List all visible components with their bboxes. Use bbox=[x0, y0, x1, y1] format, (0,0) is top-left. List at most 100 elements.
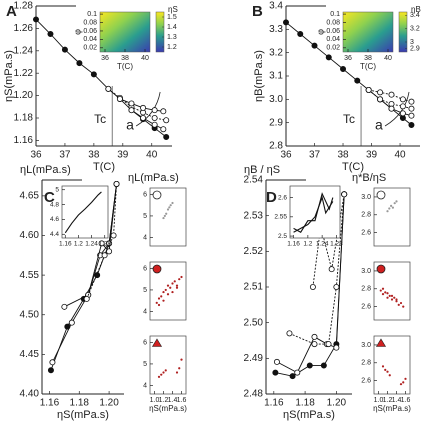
data-point bbox=[151, 121, 158, 128]
data-point bbox=[408, 122, 415, 129]
x-tick-label: 1.16 bbox=[59, 241, 72, 248]
data-point bbox=[311, 333, 318, 340]
x-axis-label: T(C) bbox=[93, 161, 115, 173]
y-tick-label: 4 bbox=[143, 234, 147, 241]
colorbar-tick-label: 3 bbox=[410, 39, 414, 46]
data-point bbox=[390, 298, 394, 301]
symbol-icon bbox=[152, 190, 162, 200]
x-tick-label: 37 bbox=[59, 150, 71, 161]
data-point bbox=[178, 367, 181, 370]
y-tick-label: 5 bbox=[143, 287, 147, 294]
y-tick-label: 5 bbox=[143, 361, 147, 368]
heatmap-image bbox=[99, 11, 151, 53]
y-tick-label: 3.0 bbox=[361, 194, 371, 201]
data-point bbox=[116, 95, 123, 102]
data-point bbox=[333, 283, 340, 290]
x-tick-label: 1.2 bbox=[303, 241, 312, 248]
data-point bbox=[110, 232, 117, 239]
colorbar-tick-label: 1.3 bbox=[167, 34, 177, 41]
y-tick-label: 2.5 bbox=[278, 233, 287, 240]
data-point bbox=[377, 96, 384, 103]
y-tick-label: 0.04 bbox=[83, 36, 97, 43]
y-axis-label: η*B/ηS bbox=[352, 172, 386, 184]
data-point bbox=[164, 369, 167, 372]
data-point bbox=[402, 381, 405, 384]
data-point bbox=[408, 105, 415, 112]
x-tick-label: 36 bbox=[101, 55, 109, 62]
y-tick-label: 4.4 bbox=[50, 231, 59, 238]
data-point bbox=[178, 278, 181, 281]
data-point bbox=[395, 298, 398, 301]
x-axis-label: T(C) bbox=[342, 161, 364, 173]
data-point bbox=[169, 204, 172, 207]
y-tick-label: 0.08 bbox=[326, 19, 340, 26]
data-point bbox=[166, 284, 170, 287]
data-point bbox=[384, 368, 387, 372]
y-tick-label: 2.8 bbox=[361, 212, 371, 219]
data-point bbox=[94, 272, 101, 279]
data-point bbox=[49, 359, 56, 366]
x-tick-label: 40 bbox=[384, 55, 392, 62]
y-tick-label: 3.3 bbox=[269, 24, 283, 35]
colorbar-label: ηS bbox=[168, 5, 178, 14]
data-point bbox=[386, 296, 389, 299]
data-point bbox=[105, 85, 112, 92]
x-tick-label: 40 bbox=[394, 150, 406, 161]
x-tick-label: 38 bbox=[121, 55, 129, 62]
x-tick-label: 1.24 bbox=[85, 241, 98, 248]
colorbar-tick-label: 1.4 bbox=[167, 24, 177, 31]
y-axis-label: φ bbox=[72, 29, 82, 35]
y-tick-label: 2.6 bbox=[361, 229, 371, 236]
y-tick-label: 2.51 bbox=[244, 282, 264, 293]
x-axis-label: ηS(mPa.s) bbox=[283, 409, 335, 421]
data-point bbox=[354, 77, 361, 84]
data-point bbox=[393, 296, 396, 299]
data-point bbox=[168, 206, 171, 209]
panel-label: A bbox=[6, 3, 17, 20]
data-point bbox=[128, 107, 135, 114]
data-point bbox=[390, 204, 393, 207]
x-tick-label: 1.20 bbox=[99, 398, 119, 409]
axes-frame bbox=[61, 185, 109, 239]
data-point bbox=[175, 371, 179, 374]
y-tick-label: 2.48 bbox=[244, 389, 264, 400]
y-axis-label: ηL(mPa.s) bbox=[20, 164, 71, 176]
tc-annotation: Tc bbox=[343, 112, 355, 126]
data-point bbox=[388, 374, 391, 377]
x-tick-label: 1.28 bbox=[98, 241, 111, 248]
data-point bbox=[388, 91, 395, 98]
data-point bbox=[273, 358, 280, 365]
series-line bbox=[131, 109, 164, 130]
y-tick-label: 2.8 bbox=[269, 141, 283, 152]
y-tick-label: 4 bbox=[143, 382, 147, 389]
data-point bbox=[166, 293, 170, 296]
colorbar-tick-label: 3.4 bbox=[410, 12, 420, 19]
colorbar-tick-label: 3.2 bbox=[410, 26, 420, 33]
x-tick-label: 38 bbox=[88, 150, 100, 161]
data-point bbox=[381, 365, 385, 368]
data-point bbox=[309, 283, 316, 290]
data-point bbox=[180, 275, 183, 279]
data-point bbox=[106, 248, 113, 255]
data-point bbox=[297, 30, 304, 37]
series-line bbox=[379, 98, 412, 117]
data-point bbox=[113, 180, 120, 187]
panel-label: B bbox=[252, 3, 263, 20]
x-tick-label: 1.0 bbox=[374, 397, 384, 404]
y-tick-label: 3.0 bbox=[361, 268, 371, 275]
x-tick-label: 1.6 bbox=[177, 397, 187, 404]
data-point bbox=[76, 60, 83, 67]
data-point bbox=[33, 16, 40, 23]
data-point bbox=[151, 107, 158, 114]
colorbar-tick-label: 2.9 bbox=[410, 46, 420, 53]
series-line bbox=[276, 194, 345, 374]
series-line bbox=[86, 183, 117, 300]
colorbar-tick-label: 1.2 bbox=[167, 44, 177, 51]
symbol-icon bbox=[376, 190, 386, 200]
x-tick-label: 1.2 bbox=[159, 397, 169, 404]
series-line bbox=[108, 88, 167, 121]
data-point bbox=[157, 303, 161, 307]
data-point bbox=[328, 266, 335, 273]
y-tick-label: 5 bbox=[55, 186, 59, 193]
